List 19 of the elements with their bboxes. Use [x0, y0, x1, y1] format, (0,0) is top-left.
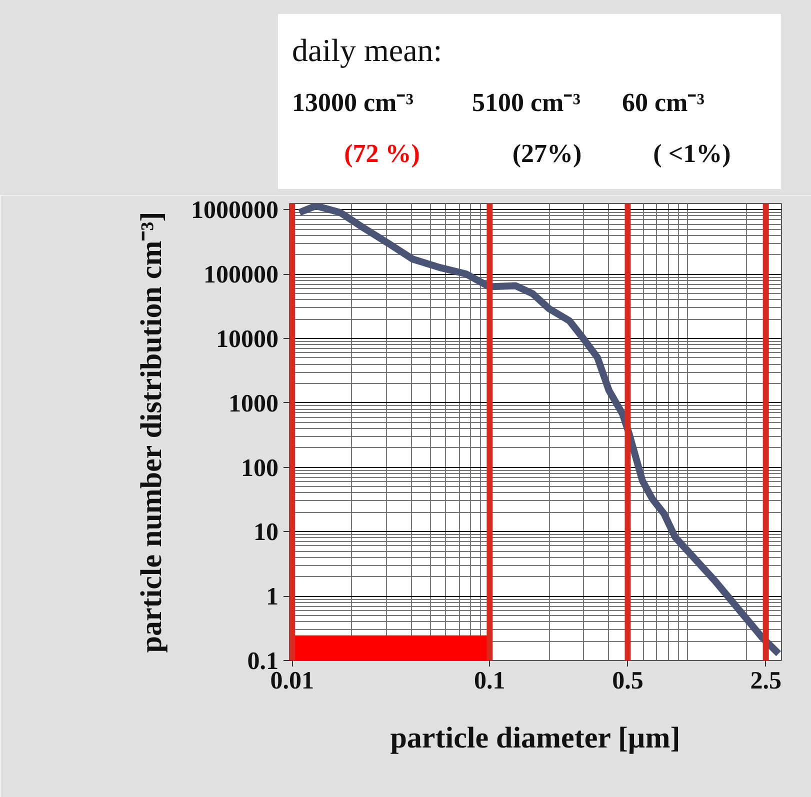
y-axis-title: particle number distribution cm⁻³]: [135, 212, 168, 653]
text: 60 cm⁻³: [622, 86, 706, 119]
y-tick-label: 100: [241, 454, 278, 482]
text: (72 %): [343, 138, 421, 170]
x-axis-title: particle diameter [µm]: [390, 722, 680, 754]
y-tick-label: 100000: [204, 262, 278, 289]
text: 13000 cm⁻³: [292, 86, 414, 119]
text: 5100 cm⁻³: [472, 86, 582, 119]
x-tick-label: 0.1: [474, 668, 506, 694]
y-tick-label: 1000000: [191, 197, 278, 224]
y-tick-label: 1: [266, 584, 278, 611]
y-tick-label: 10: [254, 519, 278, 546]
x-tick-label: 0.5: [612, 668, 644, 694]
y-tick-label: 10000: [216, 326, 278, 354]
y-tick-label: 1000: [228, 390, 278, 418]
text: daily mean:: [292, 31, 444, 70]
text: (27%): [511, 138, 583, 170]
text: ( <1%): [652, 138, 732, 170]
x-tick-label: 2.5: [750, 668, 782, 694]
